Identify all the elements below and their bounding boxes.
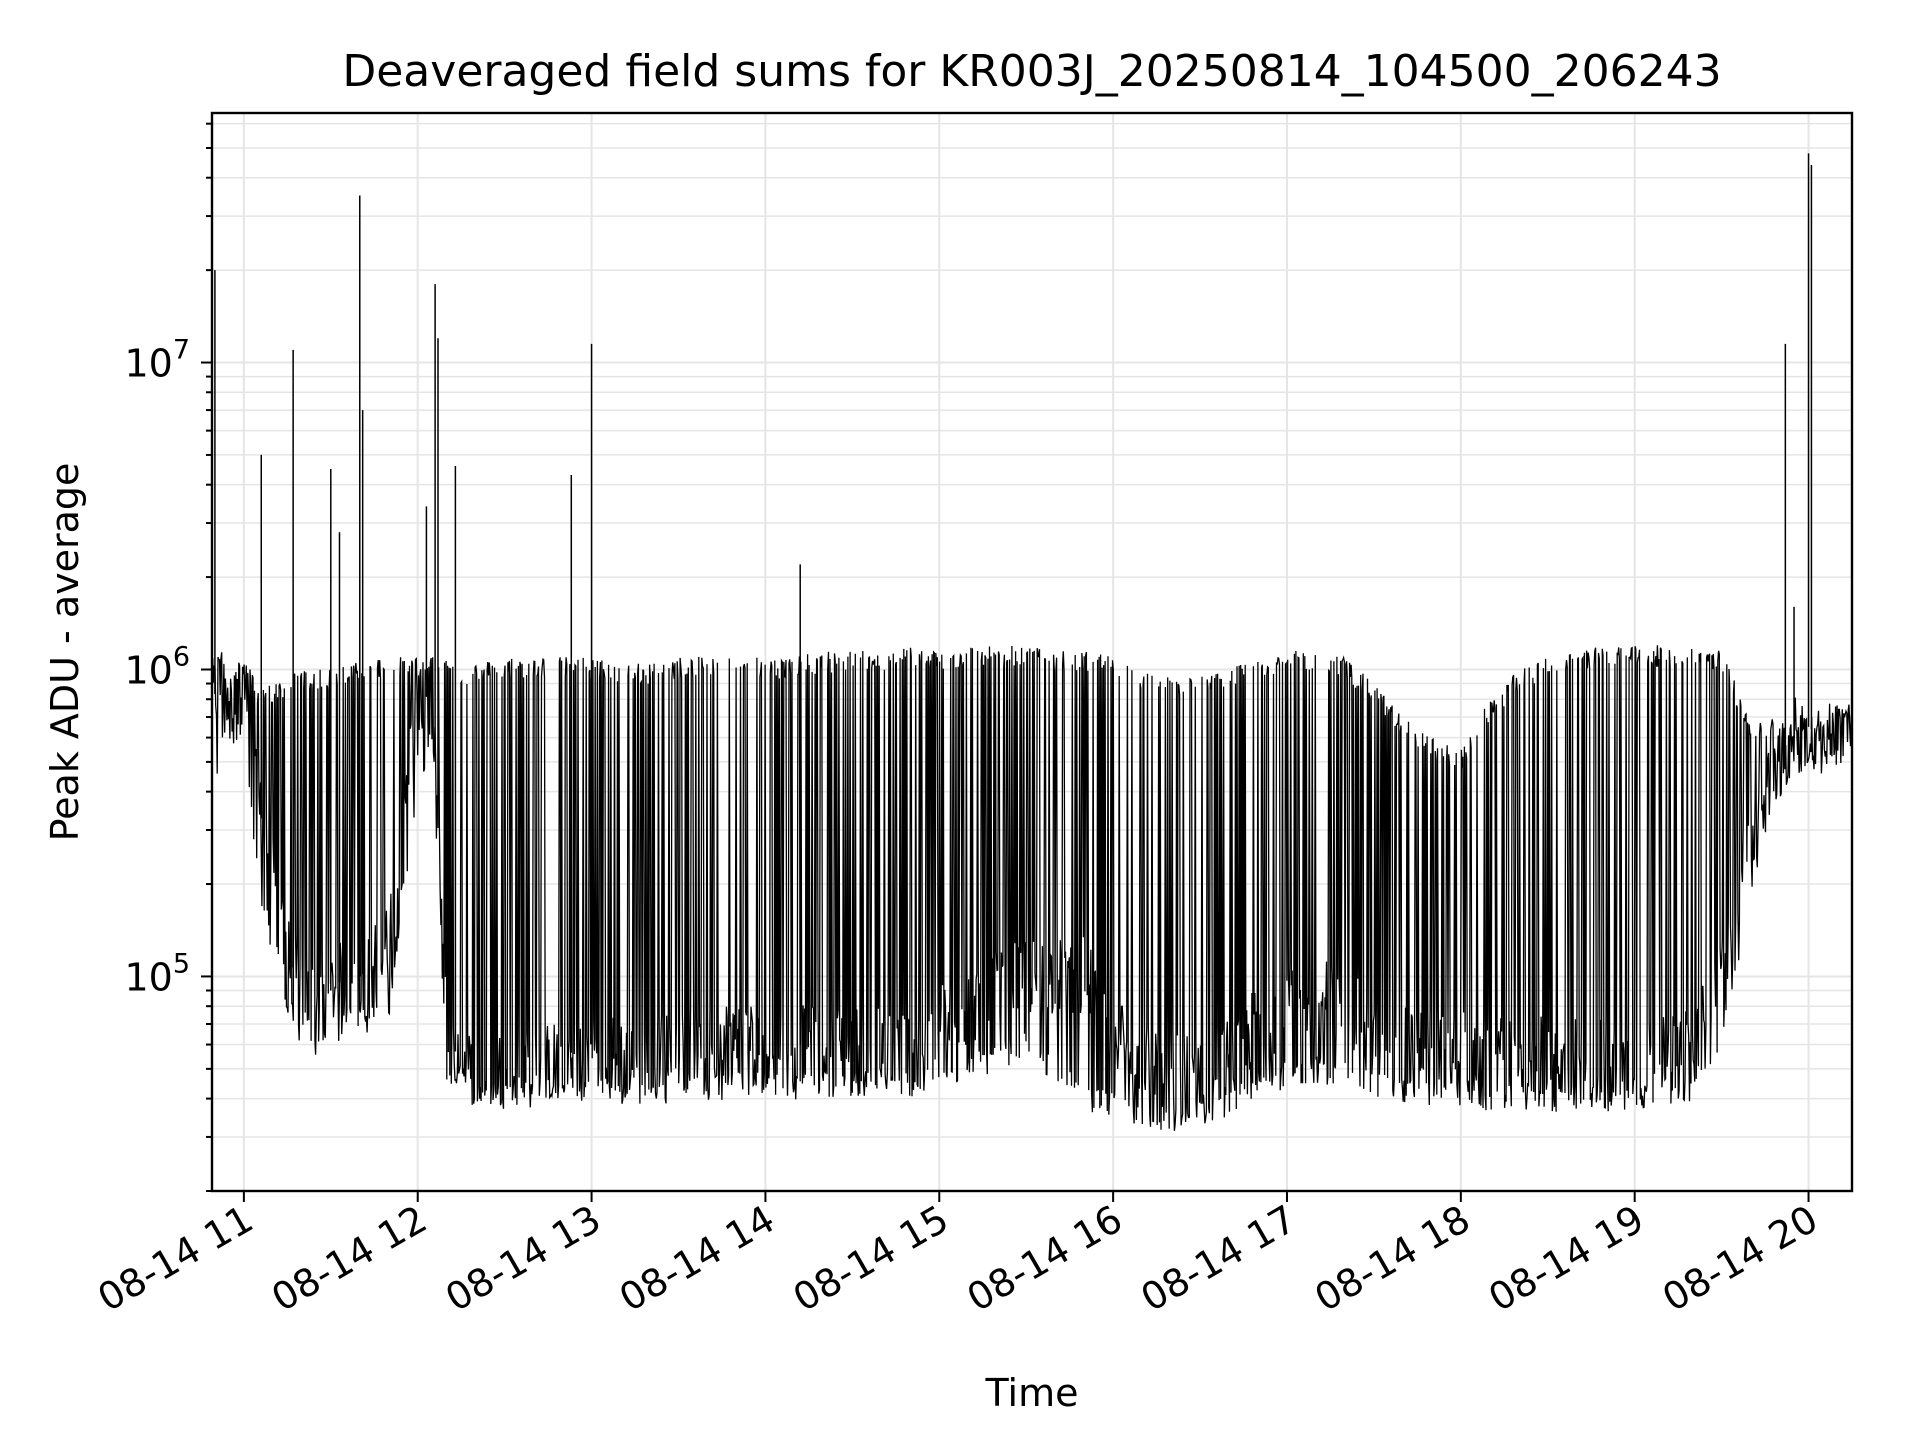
y-tick-label: 107	[124, 335, 190, 386]
x-axis-label: Time	[985, 1371, 1079, 1415]
chart-title: Deaveraged field sums for KR003J_2025081…	[342, 46, 1721, 97]
y-axis: 105 106 107	[124, 122, 212, 1192]
y-axis-label: Peak ADU - average	[43, 463, 87, 842]
axes-frame	[210, 111, 1854, 1193]
data-series-line	[211, 645, 1853, 1131]
y-tick-label: 106	[124, 641, 190, 692]
plot-area	[211, 153, 1853, 1131]
y-tick-label: 105	[124, 948, 190, 999]
